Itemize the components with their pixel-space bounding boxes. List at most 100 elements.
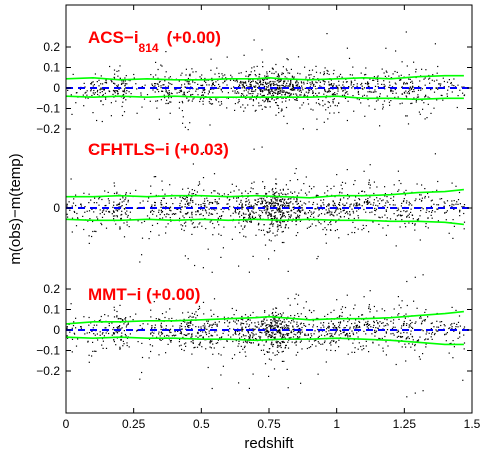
data-point: [415, 101, 417, 103]
data-point: [215, 99, 217, 101]
data-point: [178, 341, 180, 343]
data-point: [265, 89, 267, 91]
data-point: [330, 83, 332, 86]
y-tick-label: 0.2: [43, 282, 60, 296]
data-point: [397, 209, 400, 211]
data-point: [433, 91, 436, 93]
data-point: [382, 108, 384, 110]
data-point: [443, 201, 445, 203]
data-point: [169, 340, 171, 342]
data-point: [256, 95, 259, 97]
data-point: [335, 221, 337, 223]
data-point: [410, 81, 412, 83]
data-point: [113, 201, 115, 203]
data-point: [252, 373, 254, 375]
data-point: [395, 92, 397, 94]
data-point: [199, 222, 201, 224]
data-point: [284, 76, 286, 78]
data-point: [237, 91, 239, 93]
data-point: [281, 73, 283, 76]
data-point: [216, 201, 218, 203]
data-point: [349, 314, 351, 316]
data-point: [183, 94, 186, 96]
data-point: [444, 212, 446, 214]
data-point: [186, 196, 188, 199]
data-point: [153, 86, 155, 88]
data-point: [301, 204, 303, 206]
data-point: [317, 195, 319, 197]
data-point: [133, 73, 135, 76]
data-point: [365, 340, 367, 342]
data-point: [185, 196, 187, 198]
data-point: [205, 333, 208, 336]
data-point: [266, 327, 268, 329]
data-point: [339, 199, 341, 201]
data-point: [90, 83, 93, 85]
data-point: [374, 85, 377, 87]
data-point: [425, 346, 427, 348]
data-point: [101, 91, 103, 93]
data-point: [428, 332, 430, 334]
data-point: [259, 217, 261, 219]
data-point: [429, 82, 431, 84]
data-point: [208, 336, 210, 338]
data-point: [98, 79, 100, 81]
data-point: [409, 203, 411, 205]
data-point: [71, 351, 73, 353]
data-point: [365, 198, 367, 201]
data-point: [265, 83, 267, 85]
data-point: [154, 324, 156, 326]
data-point: [226, 203, 228, 205]
data-point: [277, 88, 279, 90]
data-point: [332, 100, 334, 102]
data-point: [312, 109, 314, 111]
data-point: [233, 328, 235, 330]
data-point: [220, 88, 222, 90]
data-point: [298, 216, 300, 218]
data-point: [276, 331, 278, 334]
data-point: [317, 341, 319, 343]
data-point: [251, 332, 253, 334]
data-point: [315, 92, 317, 95]
data-point: [274, 203, 276, 205]
data-point: [151, 326, 153, 328]
data-point: [126, 90, 128, 92]
data-point: [366, 202, 368, 204]
data-point: [393, 196, 395, 198]
data-point: [395, 245, 397, 247]
data-point: [116, 209, 118, 211]
data-point: [318, 342, 320, 344]
data-point: [119, 227, 121, 229]
data-point: [285, 224, 287, 226]
data-point: [331, 211, 333, 213]
data-point: [220, 215, 222, 217]
data-point: [118, 203, 120, 206]
data-point: [340, 216, 342, 218]
data-point: [249, 83, 251, 85]
data-point: [180, 86, 182, 88]
data-point: [292, 84, 294, 86]
data-point: [274, 212, 276, 214]
data-point: [147, 200, 149, 202]
data-point: [285, 184, 287, 186]
data-point: [328, 84, 330, 86]
data-point: [241, 208, 243, 210]
data-point: [424, 84, 426, 86]
data-point: [276, 217, 278, 219]
data-point: [285, 97, 287, 99]
data-point: [367, 327, 369, 329]
data-point: [193, 226, 195, 229]
data-point: [98, 197, 100, 199]
data-point: [105, 227, 108, 229]
data-point: [200, 84, 202, 86]
data-point: [116, 326, 118, 329]
data-point: [293, 206, 295, 208]
data-point: [337, 208, 339, 210]
data-point: [275, 341, 277, 343]
data-point: [343, 205, 345, 207]
data-point: [367, 322, 369, 324]
data-point: [327, 118, 329, 120]
data-point: [396, 336, 398, 338]
data-point: [255, 326, 257, 328]
data-point: [141, 237, 144, 239]
